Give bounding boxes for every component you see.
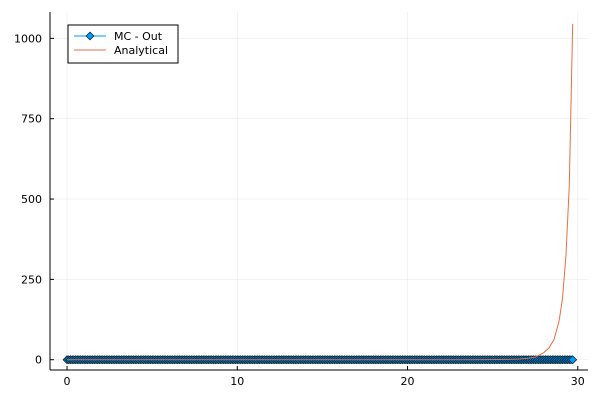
y-tick-label: 250 [21, 273, 42, 286]
x-tick-label: 10 [230, 375, 244, 388]
x-tick-label: 20 [401, 375, 415, 388]
legend-box [67, 24, 179, 64]
x-tick-label: 30 [571, 375, 585, 388]
legend-label: MC - Out [114, 30, 163, 43]
plot-series [62, 23, 578, 365]
tick-labels: 0 10 20 30 0 250 500 750 1000 [14, 32, 585, 388]
legend-label: Analytical [114, 44, 168, 57]
series-line [67, 23, 574, 361]
x-tick-label: 0 [64, 375, 71, 388]
y-tick-label: 750 [21, 113, 42, 126]
y-tick-label: 500 [21, 193, 42, 206]
y-tick-label: 1000 [14, 32, 42, 45]
data-point [568, 355, 578, 365]
legend-marker [85, 31, 95, 41]
y-tick-label: 0 [35, 354, 42, 367]
axes [49, 12, 588, 371]
